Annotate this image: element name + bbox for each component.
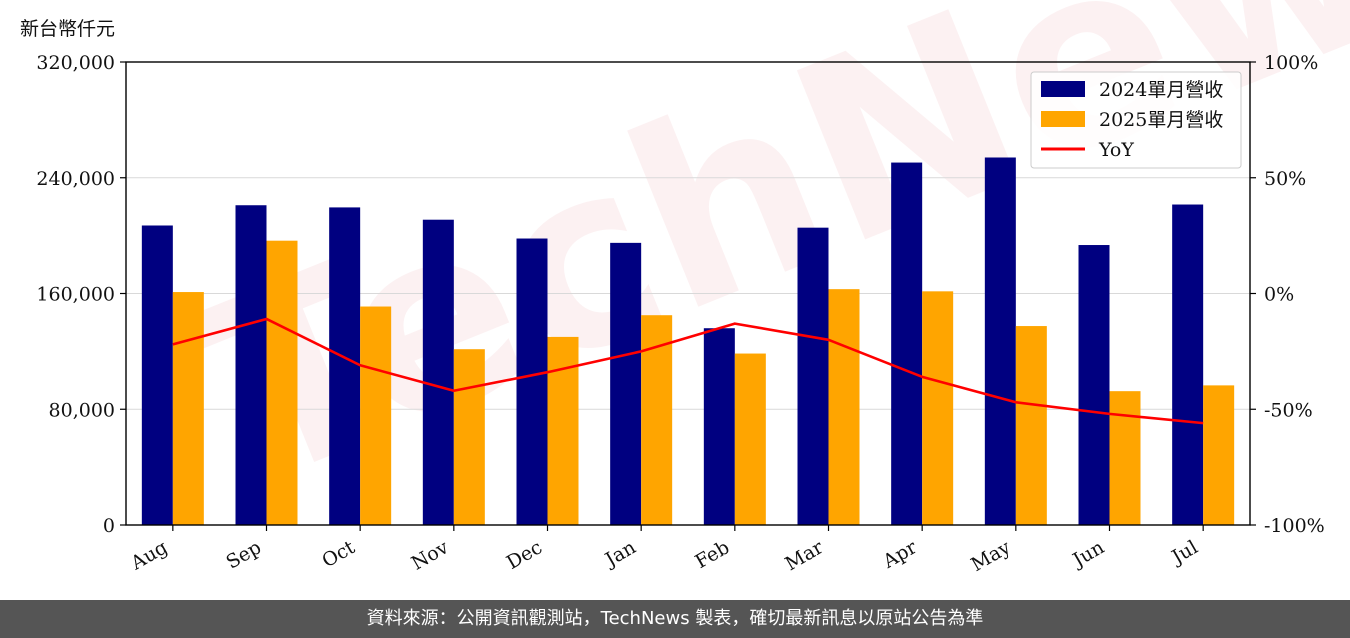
x-tick-label: Mar (781, 536, 827, 575)
bar-2024 (1078, 245, 1110, 525)
legend-swatch (1041, 111, 1085, 127)
x-tick-label: Aug (126, 536, 171, 575)
x-tick-label: Jan (600, 536, 640, 572)
left-tick-label: 160,000 (36, 284, 115, 306)
bar-2024 (141, 225, 173, 525)
bar-2024 (235, 205, 267, 525)
unit-label: 新台幣仟元 (20, 18, 116, 40)
yoy-line (172, 317, 1204, 425)
right-tick-label: 0% (1264, 284, 1294, 306)
x-tick-label: Jun (1067, 536, 1108, 572)
x-tick-label: Apr (879, 536, 922, 573)
bar-2024 (703, 328, 735, 525)
bar-2025 (1109, 391, 1141, 525)
bar-2025 (828, 289, 860, 525)
bar-2025 (922, 291, 954, 525)
bar-2025 (1015, 326, 1047, 525)
left-tick-label: 240,000 (36, 168, 115, 190)
x-tick-label: Oct (318, 536, 359, 572)
bar-2025 (266, 240, 298, 525)
yoy-line-layer (172, 317, 1204, 425)
left-tick-label: 80,000 (49, 399, 115, 421)
right-tick-label: -50% (1264, 399, 1313, 421)
bars (141, 157, 1235, 526)
x-tick-label: Dec (503, 536, 546, 574)
right-tick-label: 50% (1264, 168, 1306, 190)
source-footer: 資料來源：公開資訊觀測站，TechNews 製表，確切最新訊息以原站公告為準 (0, 600, 1350, 638)
legend-label: 2025單月營收 (1099, 109, 1223, 131)
plot-frame (125, 61, 1251, 526)
bar-2024 (329, 207, 361, 525)
revenue-chart: 0 80,000 160,000 240,000 320,000 -100% -50% 0% 5… (36, 52, 1325, 576)
legend: 2024單月營收 2025單月營收 YoY (1030, 71, 1242, 169)
x-tick-label: Feb (692, 536, 734, 573)
x-tick-label: Sep (222, 536, 265, 573)
bar-2024 (610, 242, 642, 525)
bar-2024 (422, 219, 454, 525)
left-tick-label: 320,000 (36, 52, 115, 74)
bar-2025 (172, 292, 204, 525)
bar-2024 (891, 162, 923, 526)
right-tick-label: 100% (1264, 52, 1318, 74)
right-tick-label: -100% (1264, 515, 1325, 537)
bar-2025 (734, 353, 766, 525)
x-tick-label: May (967, 536, 1014, 576)
legend-swatch (1041, 81, 1085, 97)
bar-2025 (360, 306, 392, 525)
x-tick-label: Nov (408, 536, 453, 575)
bar-2024 (1172, 204, 1204, 525)
x-tick-label: Jul (1166, 536, 1201, 569)
legend-label: YoY (1098, 139, 1134, 161)
bar-2024 (797, 227, 829, 526)
left-tick-label: 0 (103, 515, 115, 537)
legend-label: 2024單月營收 (1099, 79, 1223, 101)
bar-2025 (1203, 385, 1235, 525)
bar-2024 (984, 157, 1016, 525)
bar-2024 (516, 238, 548, 526)
bar-2025 (453, 349, 485, 525)
